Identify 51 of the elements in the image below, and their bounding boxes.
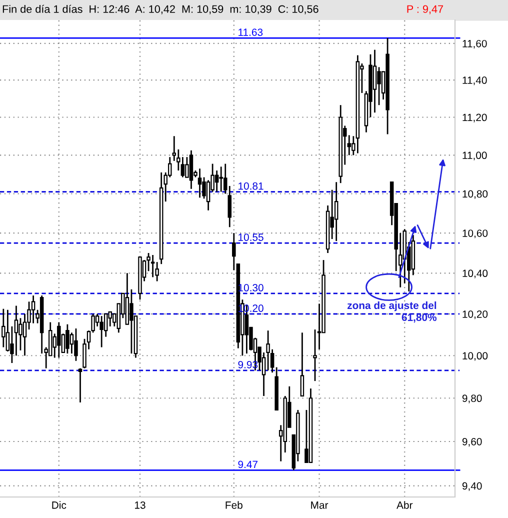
y-tick-label: 10,80 (462, 190, 488, 199)
y-tick-label: 10,60 (462, 230, 488, 238)
candlestick (22, 313, 27, 356)
candlestick (14, 305, 18, 356)
candlestick (180, 156, 185, 178)
y-tick-label: 11,60 (462, 40, 487, 49)
y-tick-label: 10,20 (462, 310, 488, 320)
candlestick (214, 170, 219, 192)
annotation: zona de ajuste del 61,80% (348, 301, 437, 323)
chart-title: Fin de día 1 días H: 12:46 A: 10,42 M: 10,59 m: 10,39 C: 10,56 (2, 4, 318, 14)
ref-line-label: 10.55 (238, 234, 264, 241)
candlestick (31, 294, 36, 324)
y-tick-label: 10,40 (462, 270, 488, 278)
x-tick-label: Dic (52, 501, 66, 509)
ref-line-label: 9.47 (238, 460, 258, 468)
y-tick-label: 9,80 (462, 394, 482, 404)
candlestick (334, 181, 338, 242)
candlestick (74, 328, 78, 362)
candlestick (206, 179, 210, 212)
candlestick (57, 322, 61, 358)
candlestick (78, 368, 82, 404)
candlestick (223, 163, 228, 194)
ref-line-label: 11.63 (238, 28, 263, 36)
candlestick (150, 254, 155, 278)
candlestick (372, 49, 377, 114)
x-tick-label: Mar (311, 502, 328, 509)
candlestick (130, 288, 134, 354)
candlestick (198, 168, 202, 198)
candlestick (70, 332, 74, 354)
candlestick (232, 232, 236, 271)
candlestick (185, 156, 189, 178)
x-tick-label: 13 (135, 501, 146, 509)
candlestick (313, 328, 317, 382)
x-tick-label: Feb (226, 501, 242, 509)
chart-subtitle: P : 9,47 (407, 5, 444, 14)
candlestick (100, 315, 104, 348)
candlestick (95, 313, 100, 328)
candlestick (377, 66, 381, 106)
y-tick-label: 11,00 (462, 152, 487, 160)
y-tick-label: 11,40 (462, 76, 487, 86)
candlestick (228, 185, 232, 228)
y-tick-label: 11,20 (462, 114, 487, 122)
candlestick (6, 309, 10, 352)
candlestick (300, 332, 304, 397)
y-tick-label: 9,40 (462, 482, 482, 491)
candlestick (66, 324, 70, 354)
y-tick-label: 10,00 (462, 352, 488, 361)
y-tick-label: 9,60 (462, 438, 482, 447)
x-tick-label: Abr (396, 501, 413, 509)
ref-line-label: 10.81 (238, 182, 264, 190)
candlestick (219, 166, 223, 192)
